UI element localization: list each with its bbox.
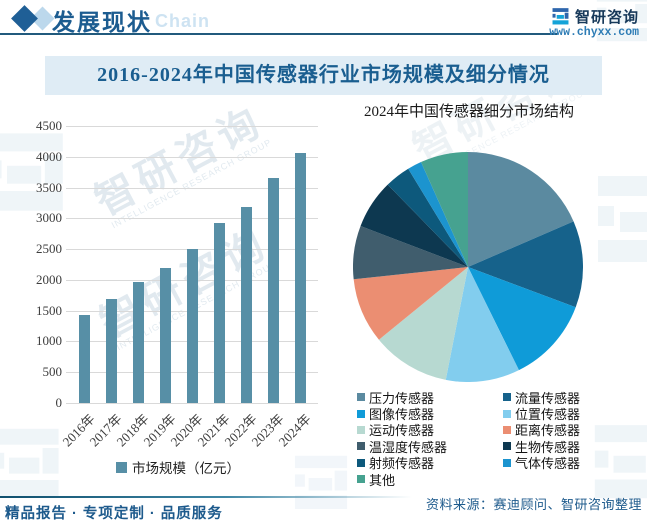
- pie-slice-运动传感器: [378, 267, 468, 380]
- bar-2022年: [241, 207, 252, 403]
- legend-label: 生物传感器: [515, 439, 581, 455]
- pie-slice-温湿度传感器: [353, 226, 468, 280]
- bar-2020年: [187, 249, 198, 403]
- y-axis-tick: 3500: [36, 179, 62, 195]
- gridline: [66, 156, 318, 158]
- legend-marker-icon: [503, 409, 511, 418]
- pie-slice-距离传感器: [353, 267, 468, 340]
- legend-item-位置传感器: 位置传感器: [503, 405, 647, 423]
- legend-label: 图像传感器: [369, 407, 435, 423]
- legend-label: 压力传感器: [369, 390, 435, 406]
- legend-marker-icon: [357, 475, 365, 484]
- pie-chart: [353, 152, 583, 382]
- legend-label: 气体传感器: [515, 456, 581, 472]
- legend-marker-icon: [357, 458, 365, 467]
- pie-slice-生物传感器: [360, 184, 468, 267]
- legend-marker-icon: [357, 393, 365, 402]
- legend-item-其他: 其他: [357, 471, 503, 488]
- bar-2018年: [133, 282, 144, 403]
- y-axis-tick: 3000: [36, 210, 62, 226]
- header-divider: [0, 33, 557, 35]
- brand-block: 智研咨询: [551, 6, 639, 27]
- footer-divider: [0, 496, 412, 498]
- bar-2021年: [214, 223, 225, 403]
- legend-label: 市场规模（亿元）: [132, 461, 240, 476]
- y-axis-tick: 4500: [36, 118, 62, 133]
- legend-label: 位置传感器: [515, 407, 581, 423]
- pie-chart-legend: 压力传感器 流量传感器图像传感器 位置传感器运动传感器 距离传感器温湿度传感器 生物传感…: [357, 389, 647, 488]
- pie-slice-射频传感器: [387, 168, 468, 267]
- gridline: [66, 403, 318, 404]
- bar-chart-legend: 市场规模（亿元）: [48, 457, 308, 477]
- legend-marker-icon: [357, 409, 365, 418]
- legend-marker-icon: [357, 442, 365, 451]
- legend-item-温湿度传感器: 温湿度传感器: [357, 438, 503, 455]
- y-axis-tick: 2500: [36, 241, 62, 257]
- pie-chart-title: 2024年中国传感器细分市场结构: [363, 104, 574, 120]
- legend-label: 其他: [369, 472, 396, 488]
- y-axis-tick: 2000: [36, 271, 62, 287]
- decor-word-chain: Chain: [155, 11, 211, 31]
- gridline: [66, 126, 318, 127]
- legend-item-生物传感器: 生物传感器: [503, 438, 647, 455]
- gridline: [66, 218, 318, 220]
- legend-label: 运动传感器: [369, 423, 435, 439]
- section-title: 发展现状: [52, 9, 152, 35]
- pie-slice-其他: [421, 152, 468, 267]
- pie-slice-位置传感器: [445, 267, 519, 382]
- y-axis-tick: 0: [55, 395, 63, 410]
- bar-2017年: [106, 298, 117, 403]
- gridline: [66, 187, 318, 189]
- bar-2024年: [295, 153, 306, 403]
- legend-marker-icon: [503, 425, 511, 434]
- legend-marker-icon: [357, 425, 365, 434]
- pie-slice-气体传感器: [408, 162, 468, 267]
- legend-item-气体传感器: 气体传感器: [503, 455, 647, 471]
- legend-item-运动传感器: 运动传感器: [357, 422, 503, 438]
- y-axis-tick: 500: [42, 364, 63, 380]
- legend-item-压力传感器: 压力传感器: [357, 389, 503, 406]
- brand-logo-icon: [552, 8, 569, 25]
- diamond-icon: [8, 4, 55, 34]
- page-title-bar: 2016-2024年中国传感器行业市场规模及细分情况: [45, 56, 602, 95]
- legend-marker-icon: [503, 442, 511, 451]
- pie-slice-流量传感器: [468, 221, 583, 308]
- legend-item-流量传感器: 流量传感器: [503, 389, 647, 406]
- legend-marker-icon: [503, 458, 511, 467]
- legend-label: 射频传感器: [369, 456, 435, 472]
- legend-marker-icon: [503, 393, 511, 402]
- data-source-note: 资料来源：赛迪顾问、智研咨询整理: [425, 497, 642, 512]
- page-title: 2016-2024年中国传感器行业市场规模及细分情况: [97, 64, 550, 86]
- y-axis-tick: 1000: [36, 333, 62, 349]
- brand-url-link[interactable]: www.chyxx.com: [549, 26, 639, 39]
- pie-slice-图像传感器: [468, 267, 576, 371]
- bar-2019年: [160, 267, 171, 403]
- legend-item-图像传感器: 图像传感器: [357, 405, 503, 423]
- legend-item-距离传感器: 距离传感器: [503, 422, 647, 438]
- bar-2023年: [268, 178, 279, 403]
- legend-marker-icon: [116, 461, 127, 473]
- legend-label: 距离传感器: [515, 423, 581, 439]
- y-axis-tick: 4000: [36, 148, 62, 164]
- brand-name: 智研咨询: [574, 9, 639, 26]
- y-axis-tick: 1500: [36, 302, 62, 318]
- legend-label: 流量传感器: [515, 390, 581, 406]
- legend-label: 温湿度传感器: [369, 439, 448, 455]
- legend-item-射频传感器: 射频传感器: [357, 455, 503, 471]
- footer-tagline: 精品报告 · 专项定制 · 品质服务: [5, 506, 223, 522]
- pie-slice-压力传感器: [468, 152, 574, 267]
- bar-2016年: [79, 314, 90, 403]
